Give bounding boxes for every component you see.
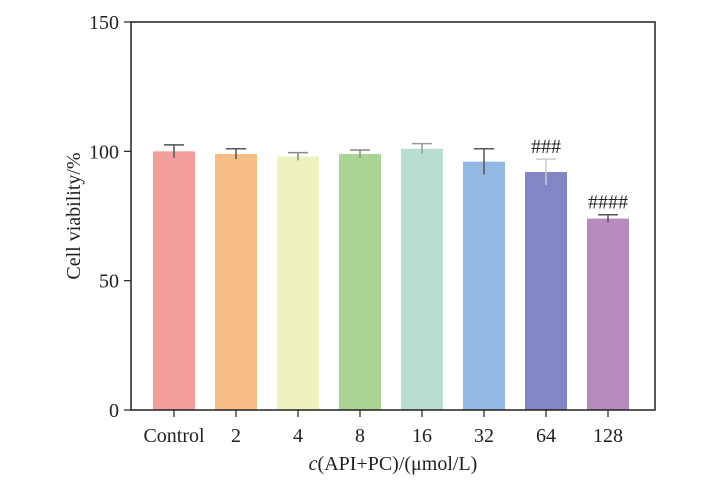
x-tick-label-5: 32 [474, 425, 494, 447]
y-axis-title: Cell viability/% [63, 152, 85, 279]
axes-layer [124, 21, 656, 417]
x-tick-label-1: 2 [231, 425, 241, 447]
bar-0 [153, 151, 195, 411]
y-tick-labels: 0 50 100 150 [89, 12, 119, 422]
x-tick-labels: Control 2 4 8 16 32 64 128 [143, 425, 623, 447]
error-bars-layer [164, 142, 618, 223]
bar-2 [277, 156, 319, 410]
bar-4 [401, 148, 443, 410]
x-tick-label-6: 64 [536, 425, 556, 447]
x-tick-label-4: 16 [412, 425, 432, 447]
bar-7 [587, 218, 629, 410]
y-tick-label-1: 50 [99, 271, 119, 293]
x-tick-label-3: 8 [355, 425, 365, 447]
x-tick-label-0: Control [143, 425, 205, 447]
annotation-6: ### [531, 136, 561, 158]
y-tick-label-0: 0 [109, 400, 119, 422]
x-axis-title: c(API+PC)/(μmol/L) [309, 453, 478, 475]
x-axis-title-italic: c [309, 453, 318, 475]
bar-5 [463, 161, 505, 410]
plot-frame [130, 21, 656, 411]
bar-3 [339, 153, 381, 411]
bars-layer [153, 148, 629, 411]
y-tick-label-3: 150 [89, 12, 119, 34]
x-tick-label-2: 4 [293, 425, 303, 447]
x-axis-title-rest: (API+PC)/(μmol/L) [318, 453, 478, 475]
annotations-layer: ####### [531, 136, 628, 214]
x-tick-label-7: 128 [593, 425, 623, 447]
bar-6 [525, 172, 567, 410]
annotation-7: #### [588, 192, 628, 214]
bar-1 [215, 153, 257, 411]
y-tick-label-2: 100 [89, 141, 119, 163]
